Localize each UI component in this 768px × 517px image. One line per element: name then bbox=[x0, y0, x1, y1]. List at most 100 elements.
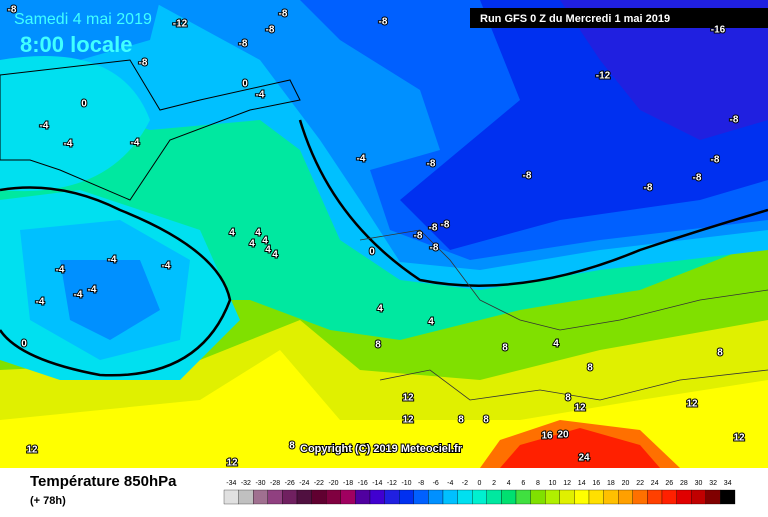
legend-swatch bbox=[238, 489, 254, 505]
contour-label: 4 bbox=[428, 317, 434, 328]
legend-tick-label: 34 bbox=[724, 480, 732, 487]
contour-label: 12 bbox=[574, 403, 586, 414]
contour-label: 8 bbox=[565, 393, 571, 404]
legend-swatch bbox=[253, 489, 268, 505]
contour-label: 4 bbox=[553, 339, 559, 350]
legend-swatch bbox=[311, 489, 327, 505]
contour-label: 16 bbox=[541, 431, 553, 442]
contour-label: -4 bbox=[56, 265, 65, 276]
legend-tick-label: -20 bbox=[328, 480, 338, 487]
map-time: 8:00 locale bbox=[20, 32, 133, 57]
legend-tick-label: 2 bbox=[492, 480, 496, 487]
legend-swatch bbox=[282, 489, 298, 505]
contour-label: -4 bbox=[357, 154, 366, 165]
legend-tick-label: 26 bbox=[665, 480, 673, 487]
contour-label: -8 bbox=[693, 173, 702, 184]
contour-label: 12 bbox=[402, 393, 414, 404]
contour-label: 12 bbox=[26, 445, 38, 456]
contour-label: -8 bbox=[414, 231, 423, 242]
legend-swatch bbox=[267, 489, 283, 505]
legend-swatch bbox=[442, 489, 458, 505]
contour-label: 8 bbox=[458, 415, 464, 426]
contour-label: 8 bbox=[375, 340, 381, 351]
contour-label: -8 bbox=[523, 171, 532, 182]
legend-tick-label: -6 bbox=[433, 480, 439, 487]
legend-tick-label: 14 bbox=[578, 480, 586, 487]
legend-swatch bbox=[399, 489, 414, 505]
legend-swatch bbox=[691, 489, 706, 505]
legend-swatch bbox=[647, 489, 663, 505]
legend-swatch bbox=[384, 489, 400, 505]
legend-swatch bbox=[720, 489, 736, 505]
contour-label: -8 bbox=[441, 220, 450, 231]
contour-label: 4 bbox=[272, 250, 278, 261]
contour-label: -4 bbox=[131, 138, 140, 149]
footer-lead: (+ 78h) bbox=[30, 495, 66, 507]
legend-swatch bbox=[369, 489, 385, 505]
legend-tick-label: 10 bbox=[549, 480, 557, 487]
contour-label: 20 bbox=[557, 430, 569, 441]
contour-label: -8 bbox=[711, 155, 720, 166]
legend-swatch bbox=[661, 489, 677, 505]
legend-swatch bbox=[413, 489, 429, 505]
legend-tick-label: -10 bbox=[401, 480, 411, 487]
legend-tick-label: 22 bbox=[636, 480, 644, 487]
contour-label: 0 bbox=[21, 339, 27, 350]
legend-tick-label: -4 bbox=[447, 480, 453, 487]
legend-swatch bbox=[457, 489, 473, 505]
contour-label: -12 bbox=[596, 71, 611, 82]
map-background bbox=[0, 0, 768, 468]
contour-label: -12 bbox=[173, 19, 188, 30]
legend-swatch bbox=[574, 489, 590, 505]
contour-label: 8 bbox=[502, 343, 508, 354]
contour-label: 8 bbox=[483, 415, 489, 426]
legend-tick-label: 6 bbox=[521, 480, 525, 487]
contour-labels: -8-12-8-8-8-8-8-12-16-8-8-8-8-8-8-4-4-4-… bbox=[7, 4, 746, 470]
contour-label: 0 bbox=[369, 247, 375, 258]
legend-swatch bbox=[515, 489, 531, 505]
contour-label: -16 bbox=[711, 25, 726, 36]
contour-label: -8 bbox=[266, 25, 275, 36]
contour-label: -8 bbox=[430, 243, 439, 254]
legend-tick-label: -34 bbox=[226, 480, 236, 487]
legend-swatch bbox=[618, 489, 633, 505]
legend-tick-label: 30 bbox=[695, 480, 703, 487]
contour-label: 12 bbox=[733, 433, 745, 444]
contour-label: -8 bbox=[429, 223, 438, 234]
legend-swatch bbox=[559, 489, 575, 505]
legend-tick-label: -14 bbox=[372, 480, 382, 487]
contour-label: 12 bbox=[226, 458, 238, 469]
legend-swatch bbox=[530, 489, 546, 505]
contour-label: 0 bbox=[81, 99, 87, 110]
legend-tick-label: 32 bbox=[709, 480, 717, 487]
legend-swatch bbox=[501, 489, 517, 505]
legend-swatch bbox=[472, 489, 487, 505]
legend-tick-label: -28 bbox=[270, 480, 280, 487]
contour-label: 0 bbox=[242, 79, 248, 90]
legend-swatch bbox=[223, 489, 239, 505]
legend-swatch bbox=[355, 489, 371, 505]
legend-swatch bbox=[632, 489, 648, 505]
legend-swatch bbox=[705, 489, 721, 505]
contour-label: -4 bbox=[64, 139, 73, 150]
contour-label: -4 bbox=[88, 285, 97, 296]
contour-label: 12 bbox=[402, 415, 414, 426]
legend-tick-label: 4 bbox=[507, 480, 511, 487]
contour-label: 8 bbox=[587, 363, 593, 374]
footer-title: Température 850hPa bbox=[30, 473, 177, 490]
contour-label: -4 bbox=[40, 121, 49, 132]
legend-swatch bbox=[428, 489, 444, 505]
contour-label: 4 bbox=[229, 228, 235, 239]
contour-label: -4 bbox=[36, 297, 45, 308]
contour-label: -8 bbox=[427, 159, 436, 170]
legend-tick-label: -24 bbox=[299, 480, 309, 487]
legend-tick-label: 12 bbox=[563, 480, 571, 487]
contour-label: -8 bbox=[8, 5, 17, 16]
legend-tick-label: -30 bbox=[255, 480, 265, 487]
contour-label: 24 bbox=[578, 453, 590, 464]
contour-label: 8 bbox=[717, 348, 723, 359]
color-legend: -34 -32 -30 -28 -26 -24 -22 -20 -18 -16 -14 -12 -10-… bbox=[223, 480, 736, 505]
contour-label: -8 bbox=[379, 17, 388, 28]
contour-label: -8 bbox=[730, 115, 739, 126]
legend-tick-label: -8 bbox=[418, 480, 424, 487]
